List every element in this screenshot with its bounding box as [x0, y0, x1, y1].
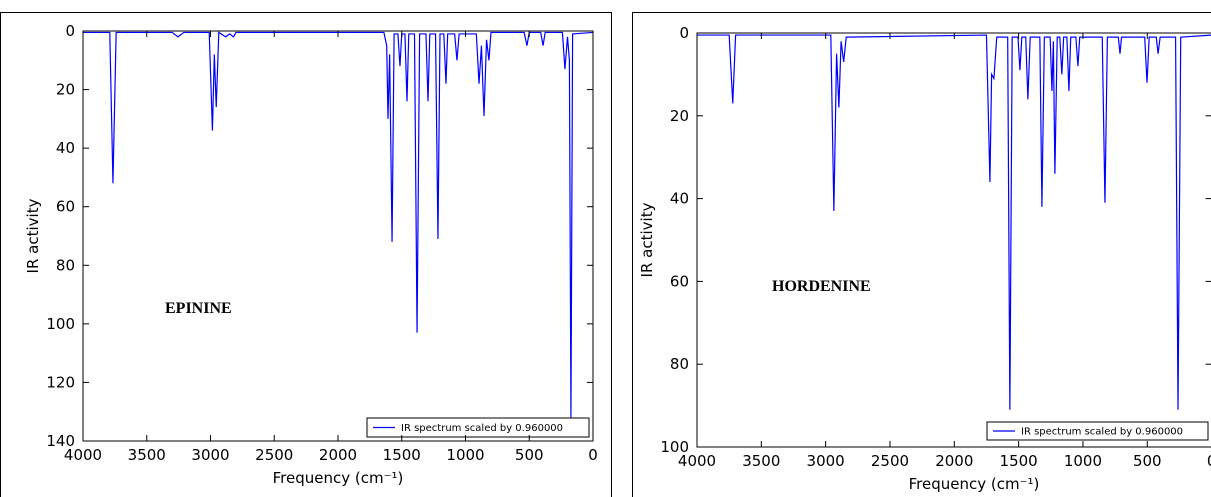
y-tick-label: 80 — [670, 355, 689, 373]
x-tick-label: 1000 — [446, 446, 484, 464]
spectrum-line — [697, 34, 1211, 410]
x-tick-label: 4000 — [678, 452, 716, 470]
y-tick-label: 140 — [46, 432, 75, 450]
legend-box — [986, 421, 1209, 441]
legend-label: IR spectrum scaled by 0.960000 — [401, 423, 563, 434]
x-tick-label: 3000 — [191, 446, 229, 464]
y-tick-label: 0 — [65, 22, 75, 40]
y-tick-label: 60 — [670, 272, 689, 290]
x-tick-label: 1500 — [1000, 452, 1038, 470]
plot-frame — [82, 30, 594, 442]
x-axis-label: Frequency (cm⁻¹) — [273, 469, 404, 487]
x-tick-label: 0 — [588, 446, 598, 464]
y-tick-label: 100 — [46, 315, 75, 333]
x-tick-label: 3000 — [807, 452, 845, 470]
y-tick-label: 120 — [46, 373, 75, 391]
legend-box — [366, 417, 590, 438]
y-axis-label: IR activity — [24, 198, 42, 273]
x-tick-label: 2000 — [319, 446, 357, 464]
y-tick-label: 40 — [56, 139, 75, 157]
y-tick-label: 60 — [56, 198, 75, 216]
x-tick-label: 2000 — [935, 452, 973, 470]
annotation: HORDENINE — [772, 278, 871, 295]
annotation: EPININE — [165, 300, 232, 317]
x-tick-label: 3500 — [128, 446, 166, 464]
x-tick-label: 4000 — [64, 446, 102, 464]
y-tick-label: 80 — [56, 256, 75, 274]
plot-frame — [696, 32, 1211, 448]
x-tick-label: 1000 — [1064, 452, 1102, 470]
panel-border — [0, 12, 612, 497]
legend-label: IR spectrum scaled by 0.960000 — [1021, 427, 1183, 438]
x-tick-label: 2500 — [255, 446, 293, 464]
x-tick-label: 0 — [1207, 452, 1211, 470]
y-tick-label: 20 — [670, 107, 689, 125]
spectrum-line — [83, 31, 594, 418]
x-tick-label: 3500 — [742, 452, 780, 470]
y-tick-label: 0 — [679, 24, 689, 42]
x-axis-label: Frequency (cm⁻¹) — [909, 475, 1040, 493]
y-tick-label: 20 — [56, 81, 75, 99]
x-tick-label: 500 — [1133, 452, 1162, 470]
x-tick-label: 500 — [515, 446, 544, 464]
x-tick-label: 2500 — [871, 452, 909, 470]
y-tick-label: 40 — [670, 190, 689, 208]
y-tick-label: 100 — [660, 438, 689, 456]
x-tick-label: 1500 — [383, 446, 421, 464]
y-axis-label: IR activity — [638, 202, 656, 277]
panel-border — [632, 12, 1211, 497]
